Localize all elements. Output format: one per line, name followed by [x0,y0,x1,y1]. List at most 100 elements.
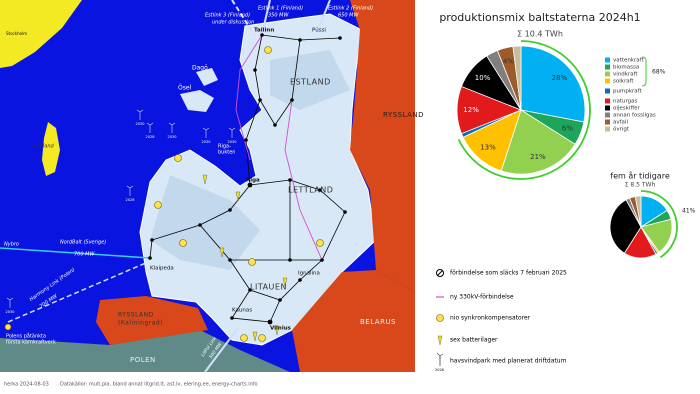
legend-swatch [605,71,610,77]
grid-line [231,289,281,323]
legend-label: solkraft [613,79,634,85]
map-label: 650 MW [338,13,359,19]
map-label: Riga [246,178,260,184]
new-330kv [284,99,323,261]
map: Stockholm Estlink 3 (Finland) under disk… [0,0,424,373]
land-polen [0,330,290,372]
map-label: första kärnkraftverk [6,340,56,346]
map-label: bukten [218,150,235,156]
land-belarus [292,270,415,372]
bracket-arc [640,190,678,259]
map-label: Püssi [312,28,326,34]
footer-sources: Datakällor: mult.pla, bland annat litgri… [60,382,258,388]
legend-swatch [605,112,610,118]
bracket-arc [457,40,591,180]
bracket-label: 41% [682,208,696,215]
new-330kv [235,34,263,161]
pie-slice [520,45,586,123]
map-label: Ösel [178,85,192,92]
map-legend: förbindelse som släcks 7 februari 2025 n… [435,269,567,372]
map-label: LETTLAND [288,186,333,195]
legend-label: pumpkraft [613,89,642,95]
slice-label: 21% [530,153,546,161]
grid-line [249,179,346,213]
bracket-label: 68% [652,69,666,76]
nodes [148,33,347,325]
map-label: Estlink 2 (Finland) [328,6,373,12]
wind-turbine [168,122,176,133]
wind-year: 2030 [136,122,145,126]
slice-label: 4% [503,58,514,66]
footer-author: herka 2024-08-03 [4,382,49,388]
map-label: Stockholm [6,31,27,36]
wind-year: 2030 [6,310,15,314]
land-ryssland [350,0,415,292]
island-dago [196,68,218,86]
wind-turbine [126,185,134,196]
land-sverige [0,0,82,68]
land-shade [270,50,350,110]
map-label: Estlink 3 (Finland) [205,13,250,19]
map-label: Riga- [218,144,231,150]
wind-year: 2030 [228,140,237,144]
wind-year: 2026 [126,198,135,202]
legend-label: oljeskiffer [613,106,641,112]
legend-label: vattenkraft [613,58,644,64]
map-label: NordBalt (Sverige) [60,240,106,246]
legend-label: avfall [613,120,628,126]
map-label: Nybro [4,242,19,248]
map-label: LITAUEN [250,283,287,292]
wind-year: 2030 [202,140,211,144]
legend-swatch [605,105,610,111]
wind-year: 2028 [146,135,155,139]
legend-icon [437,270,443,276]
wind-turbine [6,297,14,308]
wind-turbine [228,127,236,138]
estlink3 [231,0,256,37]
pie-slice [512,45,522,111]
map-label: Tallinn [254,28,274,34]
legend-label: annan fossilgas [613,113,656,119]
nordbalt [0,247,151,259]
wind-year: 2030 [168,135,177,139]
legend-label: övrigt [613,127,630,133]
island-osel [180,90,214,112]
map-label: (Kaliningrad) [118,320,163,327]
legend-text: förbindelse som släcks 7 februari 2025 [450,270,567,277]
legend-swatch [605,126,610,132]
litpol-link [204,327,239,373]
legend-swatch [605,88,610,94]
legend-icon [437,335,443,346]
wind-turbine [202,127,210,138]
slice-label: 28% [552,74,568,82]
harmony-link [7,261,149,323]
slice-label: 10% [475,74,491,82]
grid-line [254,34,301,126]
chart-subtitle: Σ 10.4 TWh [517,30,563,39]
pie-slice [634,195,642,228]
legend-swatch [605,119,610,125]
map-label: Ignalina [298,271,320,277]
map-label: Polens påtänkta [6,333,46,340]
legend-text: havsvindpark med planerat driftdatum [450,358,567,365]
legend-text: 2026 [435,368,444,372]
chart-subtitle: Σ 8.5 TWh [625,182,656,189]
map-label: RYSSLAND [383,111,424,119]
chart-title: produktionsmix baltstaterna 2024h1 [439,11,640,24]
map-label: 700 MW [74,252,95,258]
slice-label: 6% [562,124,573,132]
wind-turbine [136,109,144,120]
map-label: 350 MW [268,13,289,19]
sync-compensators [4,46,324,342]
legend-text: ny 330kV-förbindelse [450,294,514,301]
map-label: Kaunas [232,308,252,314]
map-label: Gotland [34,144,55,150]
legend-label: naturgas [613,99,638,105]
batteries [202,174,288,342]
legend-text: nio synkronkompensatorer [450,315,531,322]
pie-slice [500,109,576,175]
map-label: Vilnius [270,326,292,332]
legend-swatch [605,98,610,104]
land-kaliningrad [96,296,208,345]
